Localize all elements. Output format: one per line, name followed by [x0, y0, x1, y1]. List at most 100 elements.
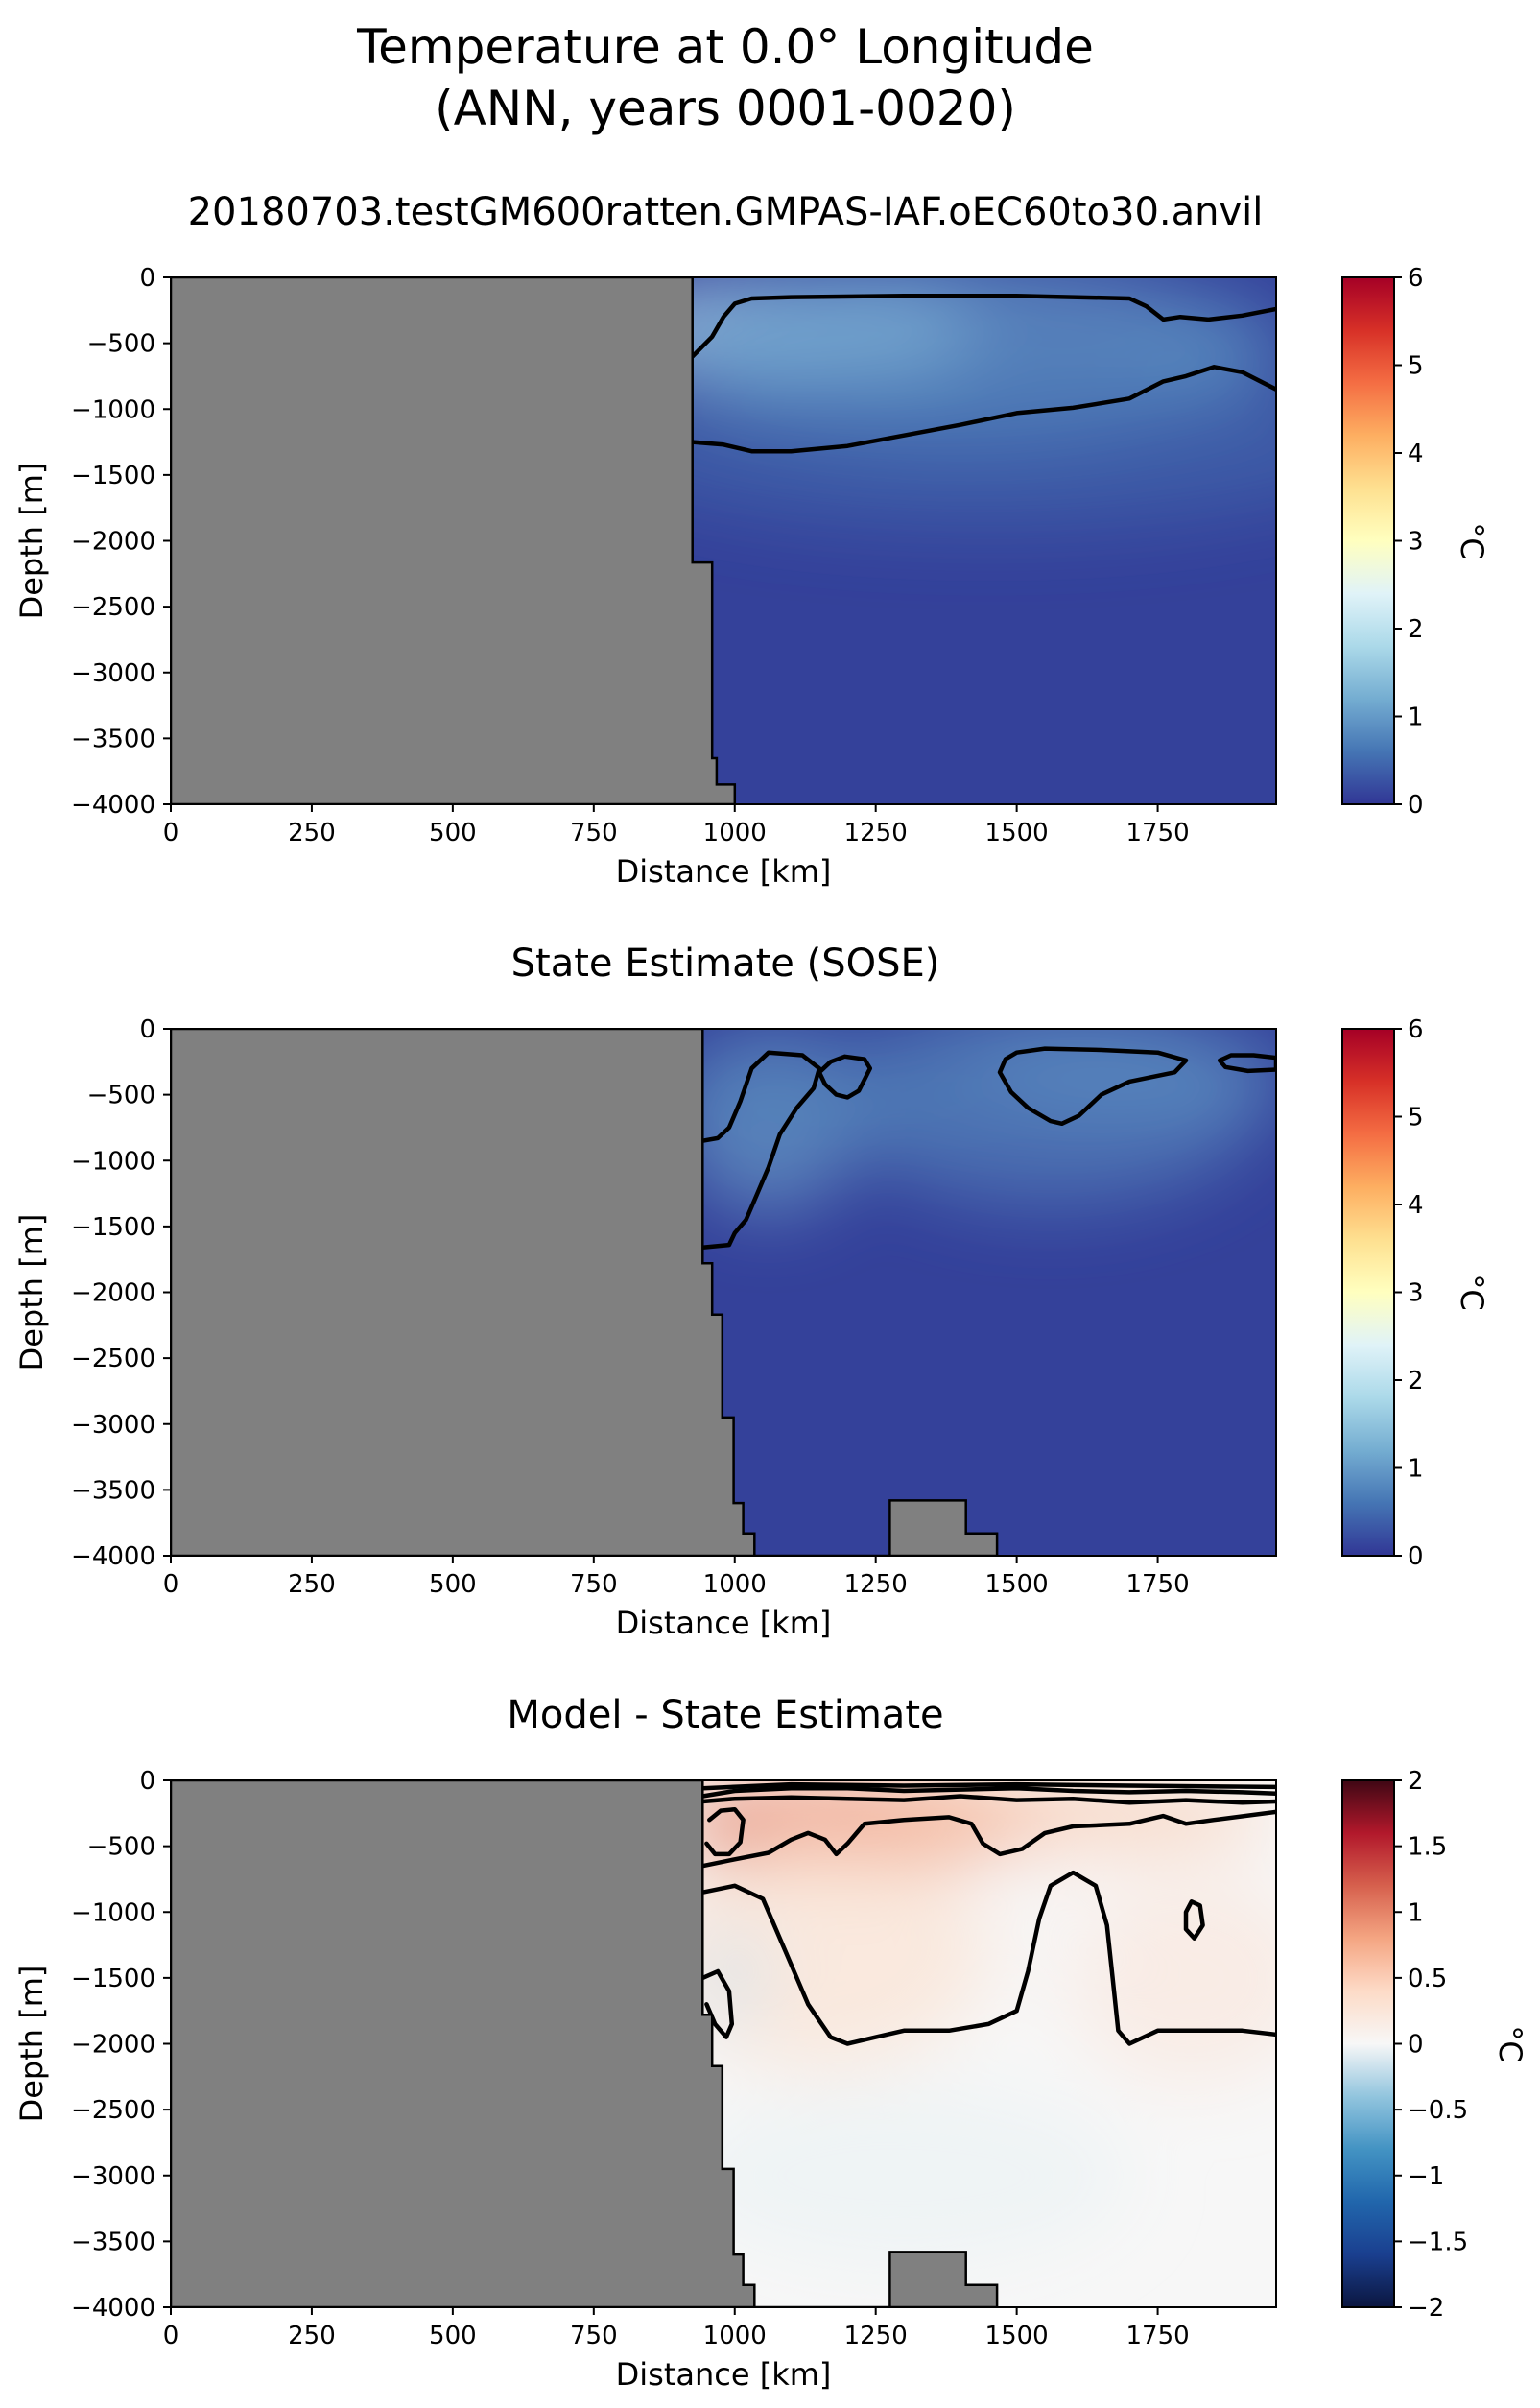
y-tick-label: 0 — [139, 264, 155, 293]
contour-line — [704, 1806, 746, 1857]
contour-line — [700, 1968, 735, 2039]
y-tick-label: −1500 — [71, 1213, 155, 1242]
figure-title-line1: Temperature at 0.0° Longitude — [356, 19, 1094, 75]
x-tick-label: 750 — [570, 819, 618, 847]
panel-3-title: Model - State Estimate — [507, 1693, 943, 1737]
contour-line — [700, 1870, 1276, 2046]
field-blob — [593, 370, 1276, 528]
field-blob — [677, 2083, 1130, 2268]
x-tick-label: 1750 — [1125, 2322, 1189, 2350]
y-tick-label: −4000 — [71, 791, 155, 820]
x-tick-label: 0 — [163, 819, 179, 847]
colorbar-tick-label: 1 — [1408, 703, 1424, 732]
y-tick-label: −3000 — [71, 659, 155, 688]
panel-1-title: 20180703.testGM600ratten.GMPAS-IAF.oEC60… — [188, 190, 1264, 234]
x-tick-label: 1750 — [1125, 1570, 1189, 1599]
x-tick-label: 750 — [570, 1570, 618, 1599]
x-tick-label: 1000 — [703, 2322, 767, 2350]
x-tick-label: 1750 — [1125, 819, 1189, 847]
x-tick-label: 1000 — [703, 819, 767, 847]
x-axis-label: Distance [km] — [616, 2356, 832, 2393]
y-axis-label: Depth [m] — [13, 463, 50, 620]
field-area-1 — [171, 277, 1276, 804]
panel-1: 0 250 500 750 1000 1250 1500 17500−500−1000−150… — [13, 264, 1490, 890]
colorbar-label: °C — [1454, 522, 1490, 559]
land-mask — [171, 1780, 999, 2307]
contour-line — [700, 1794, 1276, 1805]
colorbar-tick-label: 6 — [1408, 1015, 1424, 1044]
y-tick-label: 0 — [139, 1767, 155, 1796]
x-tick-label: 250 — [288, 819, 336, 847]
panel-2-title: State Estimate (SOSE) — [511, 942, 940, 986]
field-blob — [650, 1029, 989, 1161]
y-tick-label: −1000 — [71, 1898, 155, 1927]
contour-line — [1217, 1053, 1276, 1074]
y-tick-label: −4000 — [71, 2294, 155, 2323]
x-tick-label: 1250 — [844, 819, 908, 847]
x-tick-label: 250 — [288, 2322, 336, 2350]
contour-line — [997, 1046, 1189, 1127]
x-tick-label: 500 — [429, 2322, 477, 2350]
y-tick-label: −4000 — [71, 1542, 155, 1571]
colorbar-tick-label: 1 — [1408, 1898, 1424, 1927]
colorbar-label: °C — [1492, 2025, 1528, 2062]
y-tick-label: −2500 — [71, 1345, 155, 1373]
colorbar — [1341, 1028, 1395, 1557]
field-blob — [689, 1924, 770, 2031]
colorbar-tick-label: −1.5 — [1408, 2228, 1468, 2256]
colorbar-tick-label: 3 — [1408, 1279, 1424, 1308]
colorbar-tick-label: 0 — [1408, 1542, 1424, 1571]
x-axis-label: Distance [km] — [616, 1605, 832, 1641]
y-tick-label: −1000 — [71, 1147, 155, 1176]
panel-2: 0 250 500 750 1000 1250 1500 1750 0 −500 −1000 −150… — [13, 1015, 1490, 1641]
x-tick-label: 1500 — [985, 2322, 1049, 2350]
colorbar-tick-label: 2 — [1408, 1767, 1424, 1796]
y-tick-label: −3500 — [71, 1476, 155, 1505]
y-tick-label: −500 — [87, 1833, 155, 1862]
x-tick-label: 750 — [570, 2322, 618, 2350]
colorbar-tick-label: 6 — [1408, 264, 1424, 293]
colorbar — [1341, 1779, 1395, 2308]
x-tick-label: 250 — [288, 1570, 336, 1599]
y-tick-label: −2000 — [71, 1279, 155, 1308]
y-tick-label: −1000 — [71, 395, 155, 424]
x-tick-label: 500 — [429, 1570, 477, 1599]
y-tick-label: 0 — [139, 1015, 155, 1044]
contour-line — [700, 1781, 1276, 1791]
field-blob — [960, 1029, 1276, 1122]
contour-line — [690, 365, 1276, 454]
contour-line — [817, 1054, 873, 1100]
y-axis-label: Depth [m] — [13, 1966, 50, 2123]
colorbar — [1341, 276, 1395, 805]
colorbar-tick-label: −1 — [1408, 2162, 1444, 2191]
contour-line — [700, 1050, 822, 1251]
x-axis-label: Distance [km] — [616, 853, 832, 890]
y-tick-label: −3000 — [71, 2162, 155, 2191]
colorbar-tick-label: 5 — [1408, 352, 1424, 381]
figure-title-line2: (ANN, years 0001-0020) — [435, 81, 1016, 136]
y-tick-label: −2000 — [71, 528, 155, 557]
land-mask — [171, 1029, 999, 1556]
colorbar-tick-label: −0.5 — [1408, 2096, 1468, 2125]
panel-3: 0 250 500 750 1000 1250 1500 1750 0 −500 −1000 −150… — [13, 1767, 1528, 2393]
x-tick-label: 1500 — [985, 1570, 1049, 1599]
y-tick-label: −2500 — [71, 2096, 155, 2125]
x-tick-label: 1250 — [844, 1570, 908, 1599]
y-tick-label: −1500 — [71, 462, 155, 490]
colorbar-tick-label: 0 — [1408, 791, 1424, 820]
contour-line — [1183, 1899, 1205, 1941]
field-area-2 — [171, 1029, 1276, 1556]
y-tick-label: −500 — [87, 1082, 155, 1110]
y-tick-label: −500 — [87, 330, 155, 359]
field-area-3 — [171, 1780, 1276, 2307]
colorbar-label: °C — [1454, 1274, 1490, 1310]
colorbar-tick-label: 2 — [1408, 615, 1424, 644]
x-tick-label: 1000 — [703, 1570, 767, 1599]
field-blob — [988, 1832, 1113, 2018]
x-tick-label: 0 — [163, 1570, 179, 1599]
y-tick-label: −1500 — [71, 1965, 155, 1993]
colorbar-tick-label: −2 — [1408, 2294, 1444, 2323]
colorbar-tick-label: 1.5 — [1408, 1833, 1447, 1862]
land-mask — [171, 277, 737, 804]
